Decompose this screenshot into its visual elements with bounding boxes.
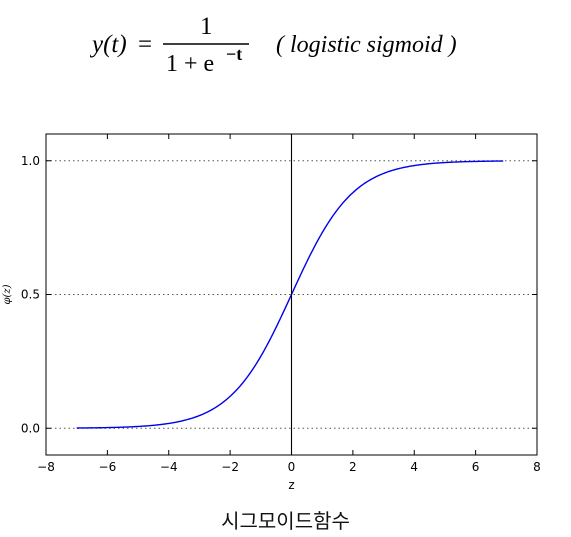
formula-lhs: y(t) [89,31,127,58]
x-tick-label: 4 [410,460,418,474]
formula-equals: = [138,31,152,58]
formula-exponent: −t [226,44,242,64]
x-tick-label: 2 [349,460,357,474]
axes-layer [46,134,537,455]
formula-annotation: ( logistic sigmoid ) [276,32,457,58]
y-tick-label: 0.0 [21,421,40,435]
formula: y(t) = 1 1 + e −t ( logistic sigmoid ) [0,0,571,100]
formula-numerator: 1 [200,13,213,40]
chart-svg: −8 −6 −4 −2 0 2 4 6 8 0.0 0.5 1.0 z φ(z) [0,100,571,500]
x-tick-label: −4 [160,460,178,474]
formula-denominator: 1 + e [166,51,214,77]
ticks-layer: −8 −6 −4 −2 0 2 4 6 8 0.0 0.5 1.0 [21,134,541,474]
x-tick-label: −6 [99,460,117,474]
formula-svg: y(t) = 1 1 + e −t ( logistic sigmoid ) [0,0,571,100]
sigmoid-chart: −8 −6 −4 −2 0 2 4 6 8 0.0 0.5 1.0 z φ(z) [0,100,571,500]
y-tick-label: 1.0 [21,154,40,168]
x-tick-label: 6 [472,460,480,474]
y-axis-label: φ(z) [2,284,13,304]
x-tick-label: −2 [221,460,239,474]
x-tick-label: −8 [37,460,55,474]
x-tick-label: 0 [288,460,296,474]
x-tick-label: 8 [533,460,541,474]
y-tick-label: 0.5 [21,288,40,302]
x-axis-label: z [288,478,294,492]
caption: 시그모이드함수 [0,505,571,534]
